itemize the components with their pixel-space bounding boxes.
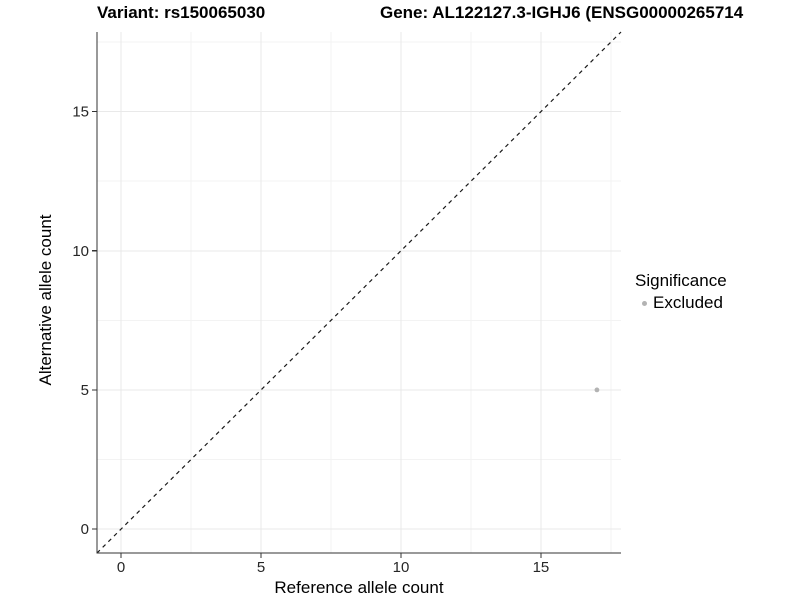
svg-text:10: 10 (393, 559, 410, 576)
svg-text:10: 10 (72, 243, 89, 260)
axis-tick-labels: 0 5 10 15 0 5 10 15 (72, 104, 549, 576)
svg-text:5: 5 (81, 382, 89, 399)
minor-gridlines (97, 32, 621, 553)
legend-item-excluded: Excluded (633, 294, 727, 312)
gene-title: Gene: AL122127.3-IGHJ6 (ENSG00000265714 (380, 3, 744, 22)
legend: Significance Excluded (633, 271, 727, 312)
excluded-point-icon (642, 300, 647, 306)
axis-tick-marks (92, 110, 542, 558)
x-axis-title: Reference allele count (274, 578, 444, 597)
major-gridlines (97, 32, 621, 553)
axis-lines (96, 32, 621, 554)
svg-text:15: 15 (533, 559, 550, 576)
svg-text:0: 0 (81, 521, 89, 538)
svg-text:5: 5 (257, 559, 265, 576)
legend-item-label: Excluded (653, 293, 723, 312)
variant-title: Variant: rs150065030 (97, 3, 266, 22)
data-points (594, 387, 600, 393)
legend-title: Significance (635, 271, 727, 290)
svg-text:15: 15 (72, 104, 89, 121)
svg-text:0: 0 (117, 559, 125, 576)
identity-dashed-line (96, 31, 622, 554)
